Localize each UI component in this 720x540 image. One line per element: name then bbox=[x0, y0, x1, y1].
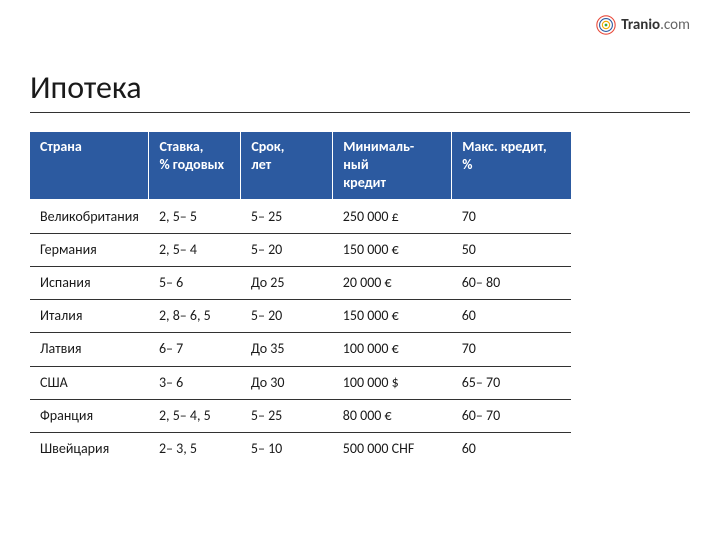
cell: 3– 6 bbox=[149, 366, 241, 399]
table-row: Германия 2, 5– 4 5– 20 150 000 € 50 bbox=[30, 233, 571, 266]
cell: 5– 6 bbox=[149, 266, 241, 299]
table-row: Великобритания 2, 5– 5 5– 25 250 000 £ 7… bbox=[30, 200, 571, 234]
cell: 100 000 $ bbox=[333, 366, 452, 399]
cell: Испания bbox=[30, 266, 149, 299]
cell: 50 bbox=[452, 233, 571, 266]
logo-swirl-icon bbox=[595, 14, 617, 36]
page-title: Ипотека bbox=[30, 68, 142, 107]
cell: 65– 70 bbox=[452, 366, 571, 399]
cell: 60 bbox=[452, 300, 571, 333]
cell: Франция bbox=[30, 399, 149, 432]
cell: 80 000 € bbox=[333, 399, 452, 432]
cell: 5– 25 bbox=[241, 200, 333, 234]
cell: 20 000 € bbox=[333, 266, 452, 299]
table-row: Испания 5– 6 До 25 20 000 € 60– 80 bbox=[30, 266, 571, 299]
cell: До 30 bbox=[241, 366, 333, 399]
cell: 150 000 € bbox=[333, 300, 452, 333]
table-row: Италия 2, 8– 6, 5 5– 20 150 000 € 60 bbox=[30, 300, 571, 333]
cell: 100 000 € bbox=[333, 333, 452, 366]
cell: 5– 20 bbox=[241, 233, 333, 266]
col-rate: Ставка,% годовых bbox=[149, 132, 241, 200]
col-country: Страна bbox=[30, 132, 149, 200]
cell: Латвия bbox=[30, 333, 149, 366]
table-row: США 3– 6 До 30 100 000 $ 65– 70 bbox=[30, 366, 571, 399]
cell: 60 bbox=[452, 432, 571, 465]
cell: 60– 70 bbox=[452, 399, 571, 432]
cell: До 25 bbox=[241, 266, 333, 299]
col-min-credit: Минималь-ныйкредит bbox=[333, 132, 452, 200]
cell: 70 bbox=[452, 333, 571, 366]
table-row: Швейцария 2– 3, 5 5– 10 500 000 CHF 60 bbox=[30, 432, 571, 465]
title-underline bbox=[30, 112, 690, 113]
mortgage-table: Страна Ставка,% годовых Срок,лет Минимал… bbox=[30, 132, 571, 465]
cell: Германия bbox=[30, 233, 149, 266]
cell: Италия bbox=[30, 300, 149, 333]
cell: 5– 25 bbox=[241, 399, 333, 432]
cell: 6– 7 bbox=[149, 333, 241, 366]
cell: 2, 8– 6, 5 bbox=[149, 300, 241, 333]
cell: 70 bbox=[452, 200, 571, 234]
table-body: Великобритания 2, 5– 5 5– 25 250 000 £ 7… bbox=[30, 200, 571, 466]
cell: 2, 5– 5 bbox=[149, 200, 241, 234]
cell: 2, 5– 4, 5 bbox=[149, 399, 241, 432]
cell: 500 000 CHF bbox=[333, 432, 452, 465]
cell: 150 000 € bbox=[333, 233, 452, 266]
cell: США bbox=[30, 366, 149, 399]
cell: 250 000 £ bbox=[333, 200, 452, 234]
cell: Швейцария bbox=[30, 432, 149, 465]
logo-text: Tranio.com bbox=[621, 16, 690, 34]
logo-brand: Tranio bbox=[621, 16, 660, 34]
cell: До 35 bbox=[241, 333, 333, 366]
cell: Великобритания bbox=[30, 200, 149, 234]
cell: 5– 10 bbox=[241, 432, 333, 465]
table-header-row: Страна Ставка,% годовых Срок,лет Минимал… bbox=[30, 132, 571, 200]
col-term: Срок,лет bbox=[241, 132, 333, 200]
col-max-credit: Макс. кредит,% bbox=[452, 132, 571, 200]
cell: 60– 80 bbox=[452, 266, 571, 299]
logo-tld: .com bbox=[660, 16, 690, 34]
brand-logo: Tranio.com bbox=[595, 14, 690, 36]
cell: 2, 5– 4 bbox=[149, 233, 241, 266]
cell: 5– 20 bbox=[241, 300, 333, 333]
cell: 2– 3, 5 bbox=[149, 432, 241, 465]
table-row: Латвия 6– 7 До 35 100 000 € 70 bbox=[30, 333, 571, 366]
table-row: Франция 2, 5– 4, 5 5– 25 80 000 € 60– 70 bbox=[30, 399, 571, 432]
